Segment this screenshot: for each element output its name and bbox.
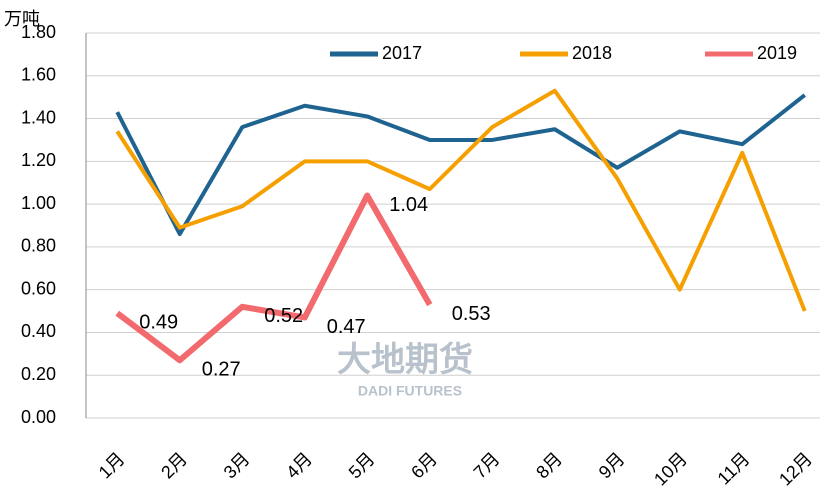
x-tick-label: 2月 (157, 449, 191, 483)
y-tick-label: 0.60 (21, 278, 56, 298)
data-label: 0.52 (264, 305, 303, 327)
x-tick-label: 11月 (714, 449, 754, 488)
y-tick-label: 1.60 (21, 65, 56, 85)
x-tick-label: 12月 (775, 449, 816, 488)
y-tick-label: 1.80 (21, 22, 56, 42)
x-tick-label: 5月 (345, 449, 379, 483)
x-tick-label: 9月 (595, 449, 629, 483)
watermark: DADI FUTURES (358, 383, 462, 399)
legend-label: 2017 (382, 43, 422, 63)
legend-label: 2018 (572, 43, 612, 63)
x-tick-label: 10月 (650, 449, 691, 488)
x-tick-label: 6月 (407, 449, 441, 483)
data-label: 1.04 (389, 194, 428, 216)
line-series (115, 192, 433, 364)
y-tick-label: 1.40 (21, 107, 56, 127)
x-tick-label: 1月 (95, 449, 129, 483)
data-label: 0.53 (452, 303, 491, 325)
y-tick-label: 1.00 (21, 193, 56, 213)
line-series (115, 88, 807, 312)
legend-label: 2019 (757, 43, 797, 63)
x-tick-label: 3月 (220, 449, 254, 483)
y-tick-label: 1.20 (21, 150, 56, 170)
y-tick-label: 0.80 (21, 236, 56, 256)
data-label: 0.49 (139, 311, 178, 333)
y-tick-label: 0.40 (21, 321, 56, 341)
y-axis-label: 万吨 (4, 9, 40, 29)
data-label: 0.27 (202, 359, 241, 381)
x-tick-label: 8月 (532, 449, 566, 483)
watermark: 大地期货 (337, 341, 473, 379)
x-tick-label: 7月 (470, 449, 504, 483)
data-label: 0.47 (327, 316, 366, 338)
y-tick-label: 0.20 (21, 364, 56, 384)
x-tick-label: 4月 (282, 449, 316, 483)
y-tick-label: 0.00 (21, 407, 56, 427)
line-series (115, 93, 806, 237)
